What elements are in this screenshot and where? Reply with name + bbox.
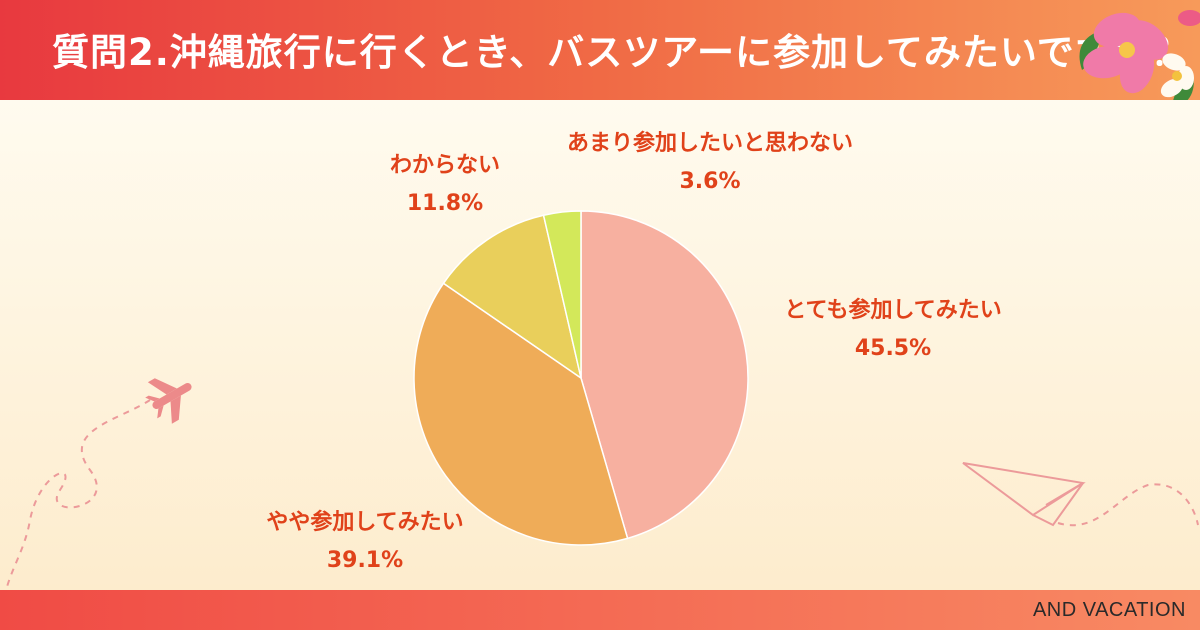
airplane-icon <box>4 378 192 596</box>
slice-label-4-name: あまり参加したいと思わない <box>566 131 853 156</box>
slice-label-2-value: 39.1% <box>326 548 404 573</box>
pie-slice-3 <box>442 214 583 380</box>
slice-label-1-name: とても参加してみたい <box>784 298 1002 323</box>
brand-name: AND VACATION <box>1032 599 1186 621</box>
slice-label-2-name: やや参加してみたい <box>266 510 464 535</box>
paper-plane-icon <box>962 462 1199 527</box>
header-banner <box>0 0 1200 100</box>
slice-label-1: とても参加してみたい 45.5% <box>748 292 1038 368</box>
slice-label-4: あまり参加したいと思わない 3.6% <box>520 125 900 201</box>
pie-slice-4 <box>542 210 582 379</box>
slice-label-2: やや参加してみたい 39.1% <box>220 504 510 580</box>
hibiscus-flower-icon <box>1079 10 1200 124</box>
slice-label-1-value: 45.5% <box>854 336 932 361</box>
slice-label-4-value: 3.6% <box>679 169 741 194</box>
slice-label-3: わからない 11.8% <box>365 147 525 223</box>
slice-label-3-value: 11.8% <box>406 191 484 216</box>
pie-slice-2 <box>413 282 629 546</box>
page-title: 質問2.沖縄旅行に行くとき、バスツアーに参加してみたいですか？ <box>52 31 1189 74</box>
slice-label-3-name: わからない <box>389 153 500 178</box>
footer-bar <box>0 590 1200 630</box>
pie-slice-1 <box>580 210 749 540</box>
